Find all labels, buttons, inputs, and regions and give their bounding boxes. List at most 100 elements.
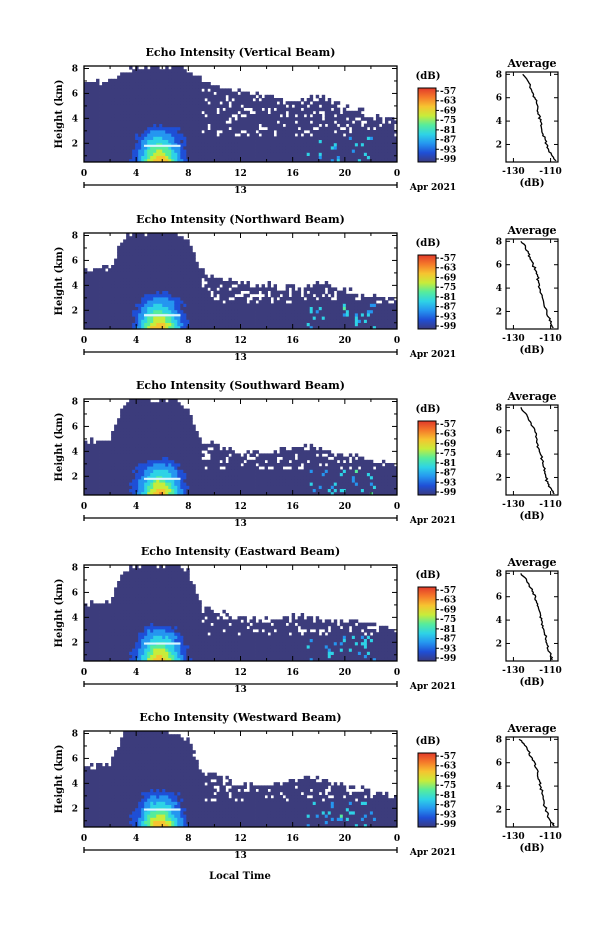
- colorbar-tick-label: -87: [440, 469, 456, 479]
- average-frame: [505, 238, 559, 330]
- avg-x-tick-label: -130: [502, 832, 525, 842]
- colorbar-tick-label: -93: [440, 145, 456, 155]
- date-day-label: 13: [234, 519, 247, 529]
- colorbar-tick-label: -57: [440, 752, 456, 762]
- y-tick-label: 2: [72, 472, 78, 482]
- x-tick-label: 16: [286, 834, 299, 844]
- colorbar-tick-label: -99: [440, 488, 456, 498]
- panel-3: Echo Intensity (Southward Beam) 2 4 6 8 Heigh…: [54, 379, 562, 529]
- y-tick-label: 6: [72, 588, 78, 598]
- x-tick-label: 12: [234, 169, 247, 179]
- avg-y-tick-label: 4: [496, 117, 502, 127]
- avg-y-tick-label: 8: [496, 70, 502, 80]
- average-profile-panel: Average 2 4 6 8 -130 -110(dB): [496, 556, 562, 688]
- panel-title: Echo Intensity (Vertical Beam): [145, 46, 335, 59]
- y-tick-label: 2: [72, 139, 78, 149]
- y-tick-label: 6: [72, 754, 78, 764]
- panel-title: Echo Intensity (Eastward Beam): [141, 545, 340, 558]
- colorbar-tick-label: -75: [440, 283, 456, 293]
- x-tick-label: 20: [339, 668, 352, 678]
- avg-x-tick-label: -130: [502, 500, 525, 510]
- x-tick-label: 0: [81, 834, 87, 844]
- colorbar-tick-label: -93: [440, 644, 456, 654]
- avg-x-tick-label: -130: [502, 334, 525, 344]
- avg-y-tick-label: 6: [496, 759, 502, 769]
- x-tick-label: 12: [234, 502, 247, 512]
- average-title: Average: [506, 224, 556, 237]
- y-tick-label: 2: [72, 306, 78, 316]
- x-tick-label: 8: [185, 502, 191, 512]
- avg-y-tick-label: 4: [496, 782, 502, 792]
- x-tick-label: 12: [234, 668, 247, 678]
- x-tick-label: 16: [286, 169, 299, 179]
- y-tick-label: 6: [72, 422, 78, 432]
- colorbar-tick-label: -75: [440, 781, 456, 791]
- colorbar-tick-label: -81: [440, 791, 456, 801]
- colorbar-tick-label: -57: [440, 420, 456, 430]
- average-profile-panel: Average 2 4 6 8 -130 -110(dB): [496, 224, 562, 356]
- colorbar-tick-label: -75: [440, 116, 456, 126]
- colorbar-tick-label: -63: [440, 596, 456, 606]
- average-frame: [505, 570, 559, 662]
- x-tick-label: 0: [81, 668, 87, 678]
- date-month-label: Apr 2021: [409, 183, 456, 193]
- panel-title: Echo Intensity (Westward Beam): [139, 711, 341, 724]
- colorbar-unit: (dB): [416, 570, 441, 581]
- y-tick-label: 4: [72, 281, 78, 291]
- panel-1: Echo Intensity (Vertical Beam) 2 4 6 8 Height…: [54, 46, 562, 196]
- x-tick-label: 4: [133, 668, 139, 678]
- avg-x-tick-label: -130: [502, 666, 525, 676]
- avg-y-tick-label: 4: [496, 616, 502, 626]
- average-profile-panel: Average 2 4 6 8 -130 -110(dB): [496, 57, 562, 189]
- colorbar-tick-label: -99: [440, 322, 456, 332]
- colorbar: [417, 254, 437, 330]
- x-tick-label: 4: [133, 169, 139, 179]
- y-tick-label: 6: [72, 256, 78, 266]
- colorbar-tick-label: -81: [440, 293, 456, 303]
- average-profile-line: [518, 738, 555, 827]
- x-tick-label: 16: [286, 336, 299, 346]
- colorbar-tick-label: -81: [440, 625, 456, 635]
- avg-x-tick-label: -110: [539, 334, 562, 344]
- colorbar-tick-label: -63: [440, 264, 456, 274]
- date-day-label: 13: [234, 685, 247, 695]
- y-tick-label: 8: [72, 64, 78, 74]
- colorbar-tick-label: -81: [440, 126, 456, 136]
- y-axis-label: Height (km): [54, 247, 65, 316]
- average-frame: [505, 71, 559, 163]
- avg-y-tick-label: 2: [496, 805, 502, 815]
- x-tick-label: 16: [286, 668, 299, 678]
- y-tick-label: 8: [72, 563, 78, 573]
- date-month-label: Apr 2021: [409, 516, 456, 526]
- colorbar-unit: (dB): [416, 71, 441, 82]
- colorbar-tick-label: -69: [440, 439, 456, 449]
- avg-x-axis-label: (dB): [520, 843, 545, 854]
- colorbar-tick-label: -63: [440, 762, 456, 772]
- avg-y-tick-label: 2: [496, 473, 502, 483]
- colorbar-tick-label: -75: [440, 449, 456, 459]
- average-title: Average: [506, 390, 556, 403]
- avg-x-axis-label: (dB): [520, 677, 545, 688]
- colorbar-unit: (dB): [416, 404, 441, 415]
- colorbar-tick-label: -69: [440, 106, 456, 116]
- y-tick-label: 4: [72, 613, 78, 623]
- average-profile-line: [522, 73, 557, 162]
- avg-y-tick-label: 6: [496, 94, 502, 104]
- x-tick-label: 8: [185, 336, 191, 346]
- x-tick-label: 0: [394, 336, 400, 346]
- y-axis-label: Height (km): [54, 579, 65, 648]
- colorbar-tick-label: -93: [440, 478, 456, 488]
- heatmap: [84, 565, 398, 662]
- x-tick-label: 0: [81, 169, 87, 179]
- average-profile-line: [520, 240, 554, 329]
- x-tick-label: 0: [394, 834, 400, 844]
- avg-y-tick-label: 6: [496, 593, 502, 603]
- heatmap: [84, 731, 398, 828]
- avg-x-tick-label: -110: [539, 500, 562, 510]
- heatmap: [84, 66, 398, 163]
- x-tick-label: 4: [133, 336, 139, 346]
- colorbar-tick-label: -63: [440, 97, 456, 107]
- x-tick-label: 8: [185, 668, 191, 678]
- avg-x-tick-label: -110: [539, 832, 562, 842]
